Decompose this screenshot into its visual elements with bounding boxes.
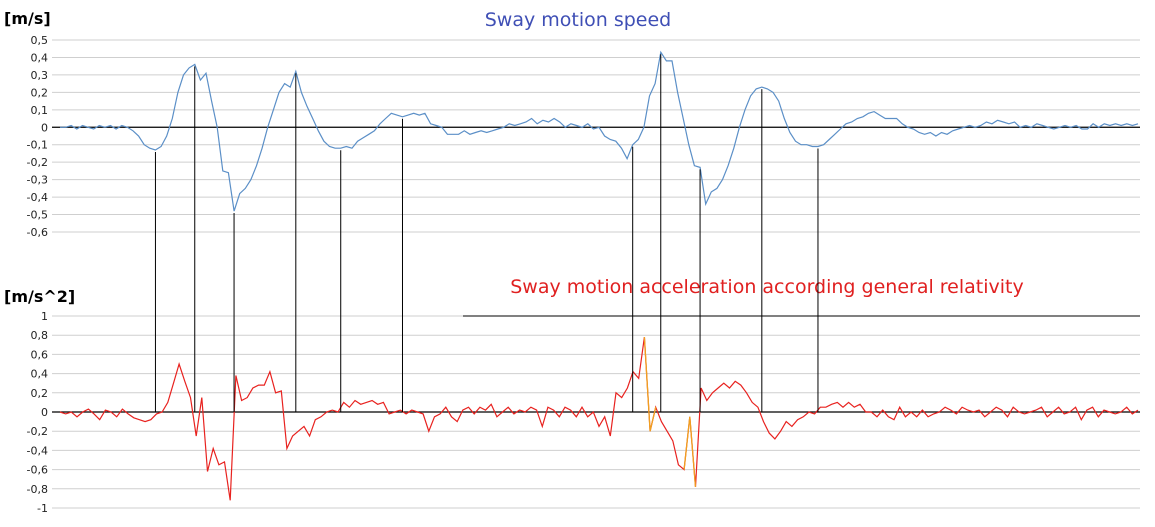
y-tick-label: -0,6 — [27, 464, 48, 477]
y-tick-label: -1 — [37, 502, 48, 515]
y-tick-label: -0,3 — [27, 174, 48, 187]
y-tick-label: 0,3 — [31, 69, 49, 82]
speed-chart-grid — [52, 39, 1140, 233]
y-tick-label: 0,4 — [31, 51, 49, 64]
acceleration-chart: Sway motion acceleration according gener… — [4, 276, 1140, 515]
acceleration-highlight-segments — [643, 337, 697, 487]
speed-chart-title: Sway motion speed — [485, 9, 672, 31]
y-tick-label: 0,6 — [31, 348, 49, 361]
speed-chart: Sway motion speed [m/s] 0,50,40,30,20,10… — [4, 9, 1140, 239]
y-tick-label: 0 — [41, 406, 48, 419]
y-tick-label: 0,4 — [31, 368, 49, 381]
y-tick-label: -0,6 — [27, 226, 48, 239]
acceleration-chart-title: Sway motion acceleration according gener… — [510, 276, 1024, 298]
y-tick-label: 0,5 — [31, 34, 49, 47]
y-tick-label: 0,1 — [31, 104, 49, 117]
acceleration-chart-grid — [52, 315, 1140, 509]
highlight-segment — [683, 416, 697, 487]
speed-chart-y-ticks: 0,5 0,4 0,3 0,2 0,1 0 -0,1 -0,2 -0,3 -0,4 -0,5 -0,6 — [27, 34, 48, 239]
y-tick-label: 1 — [41, 310, 48, 323]
y-tick-label: 0,2 — [31, 387, 49, 400]
reference-lines — [154, 54, 1140, 412]
y-tick-label: -0,5 — [27, 209, 48, 222]
highlight-segment — [643, 337, 657, 432]
y-tick-label: -0,2 — [27, 156, 48, 169]
y-tick-label: 0,8 — [31, 329, 49, 342]
y-tick-label: -0,4 — [27, 444, 48, 457]
speed-series-line — [60, 50, 1139, 212]
y-tick-label: -0,2 — [27, 425, 48, 438]
acceleration-series-line — [59, 337, 1139, 501]
speed-chart-ylabel: [m/s] — [4, 9, 51, 28]
y-tick-label: -0,8 — [27, 483, 48, 496]
y-tick-label: 0,2 — [31, 86, 49, 99]
y-tick-label: 0 — [41, 121, 48, 134]
acceleration-chart-ylabel: [m/s^2] — [4, 287, 75, 306]
y-tick-label: -0,4 — [27, 191, 48, 204]
y-tick-label: -0,1 — [27, 139, 48, 152]
acceleration-chart-y-ticks: 1 0,8 0,6 0,4 0,2 0 -0,2 -0,4 -0,6 -0,8 -1 — [27, 310, 48, 515]
